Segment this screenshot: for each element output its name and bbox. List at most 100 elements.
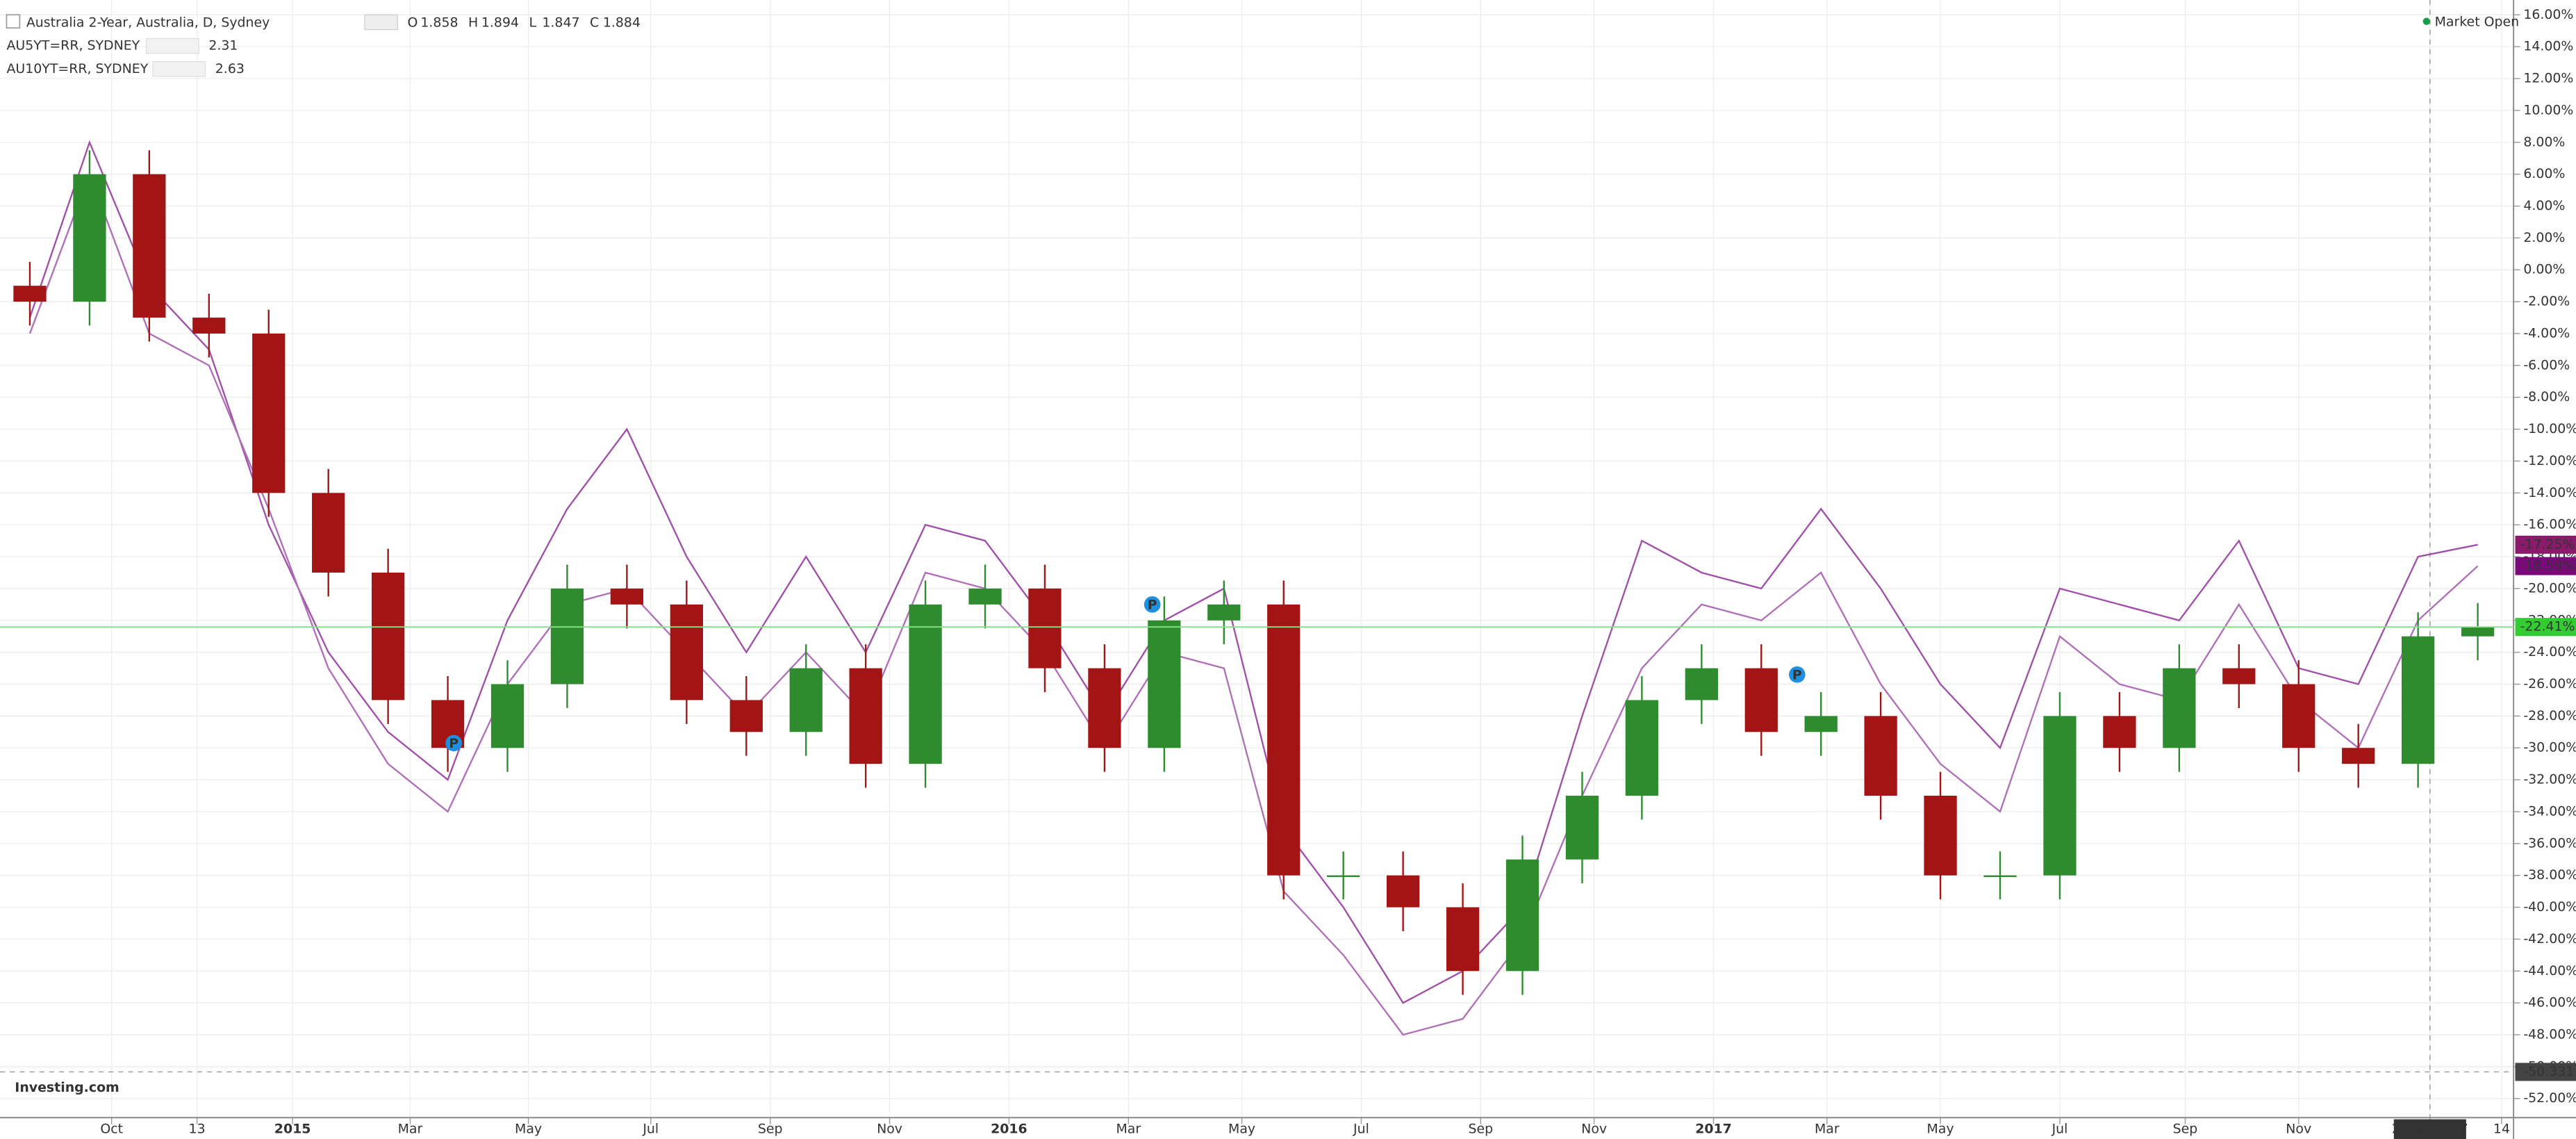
y-tick-label: -2.00% xyxy=(2523,294,2570,309)
candle-body xyxy=(670,604,703,700)
y-tick-label: -44.00% xyxy=(2523,963,2576,978)
candle-body xyxy=(1804,716,1838,732)
ohlc-value: 1.847 xyxy=(542,15,579,31)
y-tick-label: 12.00% xyxy=(2523,71,2573,86)
x-tick-label: Jul xyxy=(2051,1121,2068,1136)
y-tick-label: -42.00% xyxy=(2523,931,2576,947)
y-tick-label: -24.00% xyxy=(2523,644,2576,659)
line-series xyxy=(28,140,2478,1004)
x-tick-label: May xyxy=(1228,1121,1255,1136)
y-tick-label: -34.00% xyxy=(2523,803,2576,819)
x-tick-label: Mar xyxy=(1815,1121,1840,1136)
x-tick-label: May xyxy=(515,1121,542,1136)
x-tick-label: 2018-01-07 xyxy=(2392,1121,2468,1136)
candle-body xyxy=(13,286,47,302)
candle-body xyxy=(1207,604,1241,621)
collapse-icon xyxy=(6,14,21,29)
y-tick-label: -6.00% xyxy=(2523,357,2570,372)
candle-body xyxy=(490,684,525,748)
candle-body xyxy=(2401,636,2435,764)
candle-body xyxy=(1386,875,1420,908)
ohlc-value: 1.858 xyxy=(420,15,458,31)
y-tick-label: -14.00% xyxy=(2523,485,2576,500)
x-tick-label: May xyxy=(1927,1121,1954,1136)
series-last-label: -18.59% xyxy=(2520,558,2575,573)
x-tick-label: Mar xyxy=(1116,1121,1141,1136)
y-tick-label: 16.00% xyxy=(2523,7,2573,22)
ohlc-value: 1.894 xyxy=(481,15,519,31)
y-tick-label: -30.00% xyxy=(2523,740,2576,755)
y-tick-label: -8.00% xyxy=(2523,389,2570,404)
candle-body xyxy=(312,493,345,573)
candle-body xyxy=(968,588,1002,605)
x-tick-label: Jul xyxy=(1353,1121,1369,1136)
series-last-label: -17.25% xyxy=(2520,536,2575,552)
candle-body xyxy=(909,604,942,764)
x-tick-label: Sep xyxy=(758,1121,783,1136)
y-tick-label: 0.00% xyxy=(2523,262,2565,277)
candle-body xyxy=(1864,716,1897,796)
candle-body xyxy=(2282,684,2315,748)
candle-body xyxy=(2163,668,2196,748)
candle-body xyxy=(550,588,584,685)
series-last-tag xyxy=(2515,557,2576,575)
x-tick-label: Nov xyxy=(2286,1121,2311,1136)
y-tick-label: -4.00% xyxy=(2523,325,2570,341)
x-tick-label: Oct xyxy=(100,1121,123,1136)
candle-body xyxy=(2222,668,2256,685)
x-tick-label: 14 xyxy=(2493,1121,2510,1136)
y-tick-label: -26.00% xyxy=(2523,676,2576,691)
candle-body xyxy=(1028,588,1062,669)
event-label: P xyxy=(449,736,459,751)
ohlc-key: C xyxy=(590,15,599,31)
last-price-tag xyxy=(2515,618,2576,637)
candle-body xyxy=(610,588,644,605)
y-tick-label: -52.00% xyxy=(2523,1090,2576,1106)
crosshair-tag xyxy=(2515,1063,2576,1081)
x-tick-label: Sep xyxy=(2173,1121,2198,1136)
candle-body xyxy=(1148,620,1181,748)
event-marker xyxy=(1789,666,1806,683)
chart-title: Australia 2-Year, Australia, D, Sydney xyxy=(26,15,270,31)
title-buttons xyxy=(364,14,398,31)
candle-body xyxy=(1088,668,1121,748)
event-label: P xyxy=(1148,598,1157,613)
candle-body xyxy=(1983,875,2017,878)
y-tick-label: -32.00% xyxy=(2523,772,2576,787)
x-tick-label: Jul xyxy=(642,1121,659,1136)
y-tick-label: 14.00% xyxy=(2523,39,2573,54)
event-marker xyxy=(1143,596,1161,613)
x-tick-label: 2016 xyxy=(991,1121,1027,1136)
status-dot xyxy=(2422,17,2431,25)
candle-body xyxy=(1744,668,1778,732)
x-tick-label: Nov xyxy=(1581,1121,1607,1136)
candle-body xyxy=(371,572,405,700)
candle-body xyxy=(1446,907,1480,972)
y-tick-label: -10.00% xyxy=(2523,421,2576,436)
candle-body xyxy=(729,700,763,732)
candle-body xyxy=(2461,627,2495,637)
candle-body xyxy=(789,668,823,732)
crosshair-label: -50.331 xyxy=(2523,1064,2574,1079)
event-label: P xyxy=(1792,667,1802,682)
ohlc-key: H xyxy=(468,15,478,31)
ohlc-key: L xyxy=(529,15,536,31)
candle-body xyxy=(1505,859,1539,972)
candle-body xyxy=(73,174,106,302)
x-tick-label: 2017 xyxy=(1695,1121,1732,1136)
y-tick-label: 8.00% xyxy=(2523,134,2565,149)
candle-body xyxy=(133,174,166,318)
candle-body xyxy=(2342,748,2375,764)
candle-body xyxy=(1625,700,1659,796)
y-tick-label: -28.00% xyxy=(2523,708,2576,723)
y-tick-label: 6.00% xyxy=(2523,166,2565,181)
candle-body xyxy=(1685,668,1718,700)
y-tick-label: -46.00% xyxy=(2523,995,2576,1010)
y-tick-label: -16.00% xyxy=(2523,517,2576,532)
legend-value: 2.31 xyxy=(208,38,238,54)
last-price-label: -22.41% xyxy=(2520,619,2575,634)
x-tick-label: 13 xyxy=(189,1121,206,1136)
y-tick-label: -40.00% xyxy=(2523,899,2576,915)
